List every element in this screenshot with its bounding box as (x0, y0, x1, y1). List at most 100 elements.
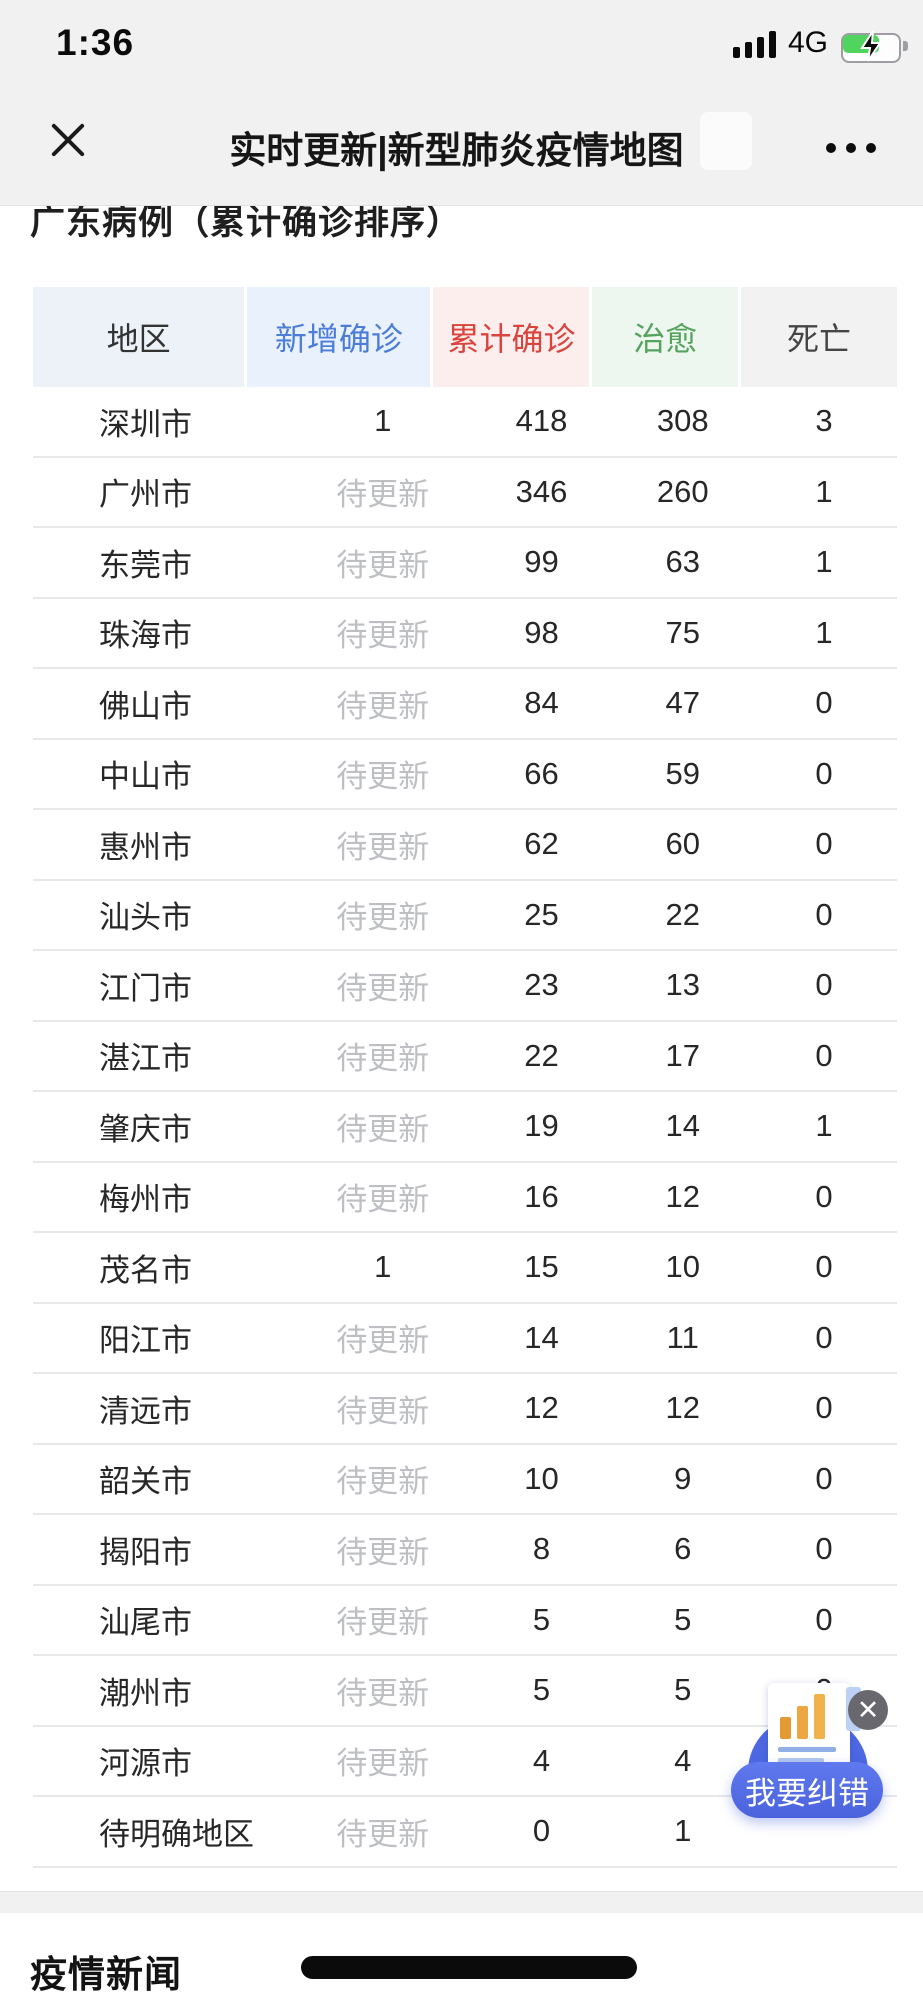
cell-cumulative-confirmed: 12 (524, 1390, 559, 1426)
cell-cumulative-confirmed: 15 (524, 1249, 559, 1285)
cell-cured: 10 (665, 1249, 700, 1285)
cell-cured: 1 (674, 1813, 692, 1849)
cell-deaths: 0 (815, 1601, 833, 1637)
cell-region: 茂名市 (99, 1252, 192, 1288)
cell-cured: 60 (665, 826, 700, 862)
table-row: 潮州市 待更新 5 5 0 (33, 1656, 897, 1727)
table-row: 江门市 待更新 23 13 0 (33, 951, 897, 1022)
cell-cured: 12 (665, 1178, 700, 1214)
table-row: 东莞市 待更新 99 63 1 (33, 528, 897, 599)
header-cell-deaths: 死亡 (741, 287, 898, 387)
cell-new-confirmed: 待更新 (336, 1464, 430, 1500)
table-row: 广州市 待更新 346 260 1 (33, 458, 897, 528)
cell-region: 江门市 (99, 970, 192, 1006)
network-type-label: 4G (788, 26, 829, 59)
table-row: 阳江市 待更新 14 11 0 (33, 1304, 897, 1374)
cell-cumulative-confirmed: 62 (524, 826, 559, 862)
cell-region: 珠海市 (99, 618, 192, 654)
cell-region: 阳江市 (99, 1323, 192, 1359)
cell-region: 揭阳市 (99, 1534, 192, 1570)
cell-new-confirmed: 待更新 (336, 1182, 430, 1218)
cell-cumulative-confirmed: 23 (524, 967, 559, 1003)
cell-new-confirmed: 待更新 (336, 477, 430, 513)
cell-cumulative-confirmed: 346 (515, 473, 568, 509)
cell-cumulative-confirmed: 418 (515, 403, 568, 439)
cell-cumulative-confirmed: 5 (532, 1672, 551, 1708)
cases-table: 地区 新增确诊 累计确诊 治愈 死亡 深圳市 1 418 308 3 广州市 待更新 3… (33, 287, 898, 1868)
cell-deaths: 1 (815, 1108, 833, 1144)
cell-cumulative-confirmed: 99 (524, 544, 559, 580)
cell-new-confirmed: 待更新 (336, 1393, 430, 1429)
cell-cured: 59 (665, 755, 700, 791)
battery-charging-icon (841, 30, 911, 63)
cell-deaths: 0 (815, 967, 833, 1003)
table-row: 汕尾市 待更新 5 5 0 (33, 1586, 897, 1656)
header-cell-new-confirmed: 新增确诊 (247, 287, 431, 387)
table-row: 梅州市 待更新 16 12 0 (33, 1163, 897, 1233)
cell-cumulative-confirmed: 22 (524, 1037, 559, 1073)
cell-region: 清远市 (99, 1393, 192, 1429)
cell-deaths: 3 (815, 403, 833, 439)
cell-cumulative-confirmed: 98 (524, 614, 559, 650)
cell-region: 汕尾市 (99, 1605, 192, 1641)
cell-cured: 9 (674, 1460, 692, 1496)
cell-region: 广州市 (99, 477, 192, 513)
title-fade-overlay (700, 112, 752, 170)
battery-nub (903, 41, 908, 51)
cell-deaths: 0 (815, 1460, 833, 1496)
cell-deaths: 0 (815, 1390, 833, 1426)
cell-cumulative-confirmed: 19 (524, 1108, 559, 1144)
cell-cured: 12 (665, 1390, 700, 1426)
cell-cured: 22 (665, 896, 700, 932)
cell-deaths: 1 (815, 473, 833, 509)
cell-deaths: 0 (815, 1319, 833, 1355)
cell-deaths: 0 (815, 685, 833, 721)
table-row: 揭阳市 待更新 8 6 0 (33, 1515, 897, 1586)
cell-new-confirmed: 待更新 (336, 759, 430, 795)
cell-region: 深圳市 (99, 406, 192, 442)
charging-bolt-icon (860, 30, 882, 62)
widget-close-icon[interactable]: ✕ (848, 1690, 888, 1730)
cell-deaths: 1 (815, 614, 833, 650)
section-heading: 广东病例（累计确诊排序） (30, 206, 463, 242)
news-section-heading: 疫情新闻 (30, 1954, 182, 1995)
cell-new-confirmed: 待更新 (336, 1746, 430, 1782)
header-cell-cured: 治愈 (592, 287, 739, 387)
cell-region: 汕头市 (99, 900, 192, 936)
cell-new-confirmed: 待更新 (336, 1605, 430, 1641)
header-cell-cumulative-confirmed: 累计确诊 (433, 287, 590, 387)
cell-new-confirmed: 待更新 (336, 900, 430, 936)
cell-cumulative-confirmed: 0 (532, 1813, 551, 1849)
cell-region: 中山市 (99, 759, 192, 795)
cell-cumulative-confirmed: 25 (524, 896, 559, 932)
top-bar: 1:36 4G 实时更新|新型肺炎疫情地图 (0, 0, 923, 206)
cell-cumulative-confirmed: 10 (524, 1460, 559, 1496)
news-loading-bar (301, 1956, 637, 1979)
cell-cured: 5 (674, 1672, 692, 1708)
cell-region: 肇庆市 (99, 1111, 192, 1147)
cell-new-confirmed: 待更新 (336, 1041, 430, 1077)
more-dots-icon[interactable] (820, 136, 892, 160)
header-cell-region: 地区 (33, 287, 245, 387)
table-row: 深圳市 1 418 308 3 (33, 387, 897, 458)
cell-cured: 308 (656, 403, 709, 439)
cell-region: 佛山市 (99, 688, 192, 724)
close-icon[interactable] (44, 116, 92, 164)
status-time: 1:36 (56, 22, 135, 63)
chart-document-icon (768, 1683, 850, 1774)
table-row: 惠州市 待更新 62 60 0 (33, 810, 897, 881)
table-header-row: 地区 新增确诊 累计确诊 治愈 死亡 (33, 287, 898, 387)
cell-new-confirmed: 待更新 (336, 829, 430, 865)
cell-deaths: 0 (815, 1249, 833, 1285)
cell-cumulative-confirmed: 14 (524, 1319, 559, 1355)
cell-region: 惠州市 (99, 829, 192, 865)
cell-cured: 11 (666, 1319, 699, 1355)
cell-cumulative-confirmed: 16 (524, 1178, 559, 1214)
cell-new-confirmed: 待更新 (336, 1675, 430, 1711)
table-row: 河源市 待更新 4 4 (33, 1727, 897, 1797)
report-error-button[interactable]: 我要纠错 (731, 1762, 883, 1818)
table-row: 清远市 待更新 12 12 0 (33, 1374, 897, 1445)
cell-new-confirmed: 1 (374, 403, 392, 439)
table-row: 湛江市 待更新 22 17 0 (33, 1022, 897, 1092)
